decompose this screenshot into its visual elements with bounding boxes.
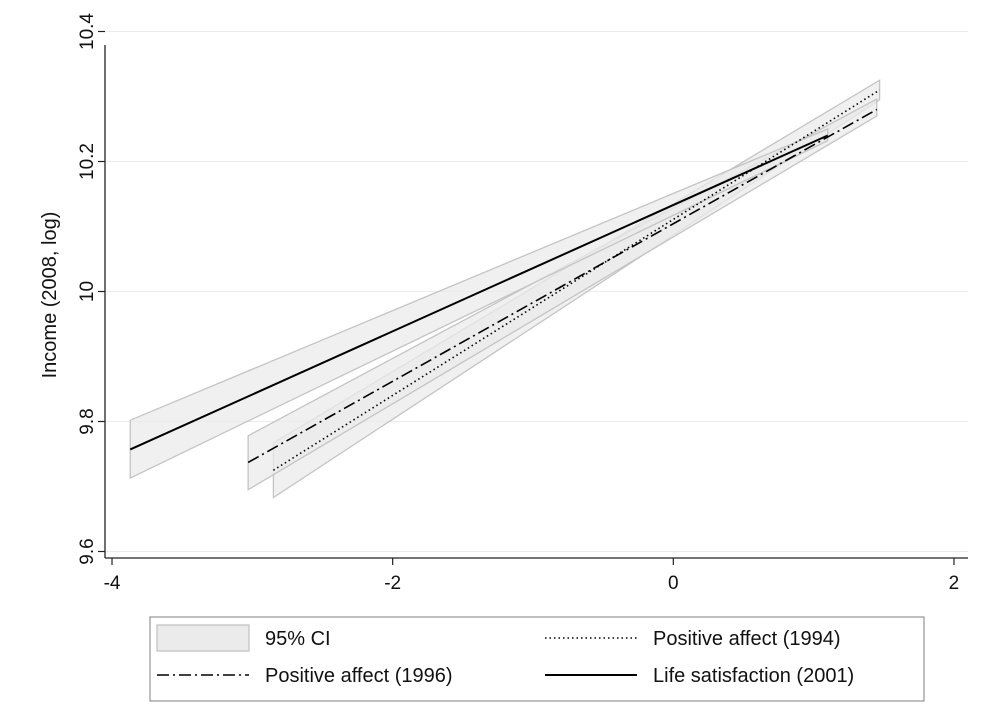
y-tick-label-0: 9.6 bbox=[77, 538, 98, 564]
legend-label-1: Positive affect (1994) bbox=[653, 628, 841, 650]
x-tick-label-1: -2 bbox=[384, 573, 401, 594]
x-tick-label-0: -4 bbox=[104, 573, 121, 594]
legend: 95% CI Positive affect (1994) Positive aff… bbox=[149, 616, 925, 702]
y-tick-label-1: 9.8 bbox=[77, 408, 98, 434]
x-tick-label-3: 2 bbox=[949, 573, 960, 594]
series-line-2 bbox=[129, 134, 829, 451]
legend-label-2: Positive affect (1996) bbox=[265, 665, 453, 687]
y-tick-label-4: 10.4 bbox=[77, 13, 98, 50]
legend-frame bbox=[149, 616, 925, 702]
axes: 9.6 9.8 10 10.2 10.4 -4 -2 0 2 bbox=[77, 13, 968, 594]
y-tick-label-3: 10.2 bbox=[77, 143, 98, 180]
legend-ci-swatch bbox=[156, 624, 250, 652]
series-lines bbox=[129, 89, 881, 471]
ci-band-2 bbox=[129, 128, 829, 480]
series-line-1 bbox=[247, 108, 878, 464]
legend-label-3: Life satisfaction (2001) bbox=[653, 665, 854, 687]
legend-label-0: 95% CI bbox=[265, 628, 331, 650]
x-tick-label-2: 0 bbox=[668, 573, 679, 594]
y-axis-title: Income (2008, log) bbox=[39, 212, 61, 379]
y-tick-label-2: 10 bbox=[77, 281, 98, 302]
